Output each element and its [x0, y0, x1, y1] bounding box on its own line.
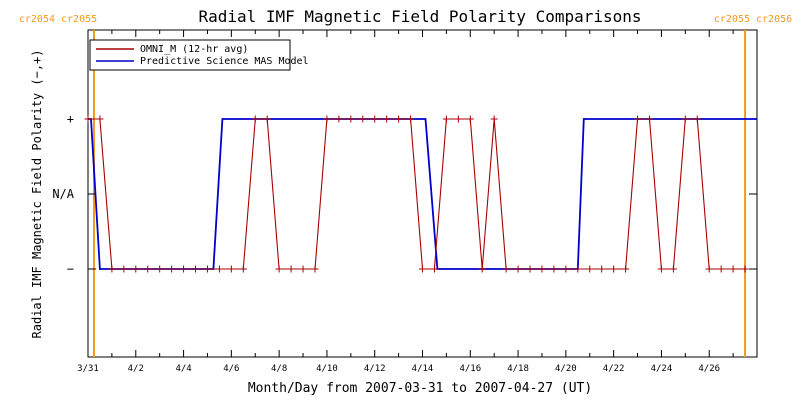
x-tick-label: 4/26 — [698, 364, 720, 374]
omni-data-point — [574, 265, 582, 273]
mas-series — [88, 118, 757, 270]
x-tick-label: 3/31 — [77, 364, 99, 374]
chart-title: Radial IMF Magnetic Field Polarity Compa… — [198, 7, 641, 26]
x-tick-label: 4/14 — [412, 364, 434, 374]
omni-data-point — [550, 265, 558, 273]
omni-data-point — [108, 265, 116, 273]
omni-line — [88, 118, 746, 270]
omni-data-point — [359, 115, 367, 123]
omni-data-point — [562, 265, 570, 273]
omni-data-point — [490, 115, 498, 123]
x-tick-label: 4/8 — [271, 364, 287, 374]
omni-data-point — [526, 265, 534, 273]
omni-data-point — [419, 265, 426, 273]
omni-data-point — [681, 115, 689, 123]
omni-data-point — [96, 115, 104, 123]
omni-data-point — [741, 265, 749, 273]
omni-data-point — [132, 265, 140, 273]
y-tick-label: N/A — [52, 187, 74, 201]
cr-label-left: cr2054 cr2055 — [19, 14, 97, 25]
omni-data-point — [729, 265, 737, 273]
omni-data-point — [215, 265, 223, 273]
omni-data-point — [311, 265, 319, 273]
omni-data-point — [203, 265, 211, 273]
y-axis-label: Radial IMF Magnetic Field Polarity (−,+) — [30, 50, 44, 339]
y-tick-label: + — [67, 112, 74, 126]
omni-data-point — [538, 265, 546, 273]
x-axis: 3/31 4/2 4/4 4/6 4/8 4/10 4/12 4/14 4/16 4/18 4/20… — [77, 30, 758, 374]
x-axis-label: Month/Day from 2007-03-31 to 2007-04-27 … — [248, 381, 592, 396]
omni-data-point — [598, 265, 606, 273]
x-tick-label: 4/22 — [603, 364, 625, 374]
omni-data-point — [657, 265, 665, 273]
omni-data-point — [645, 115, 653, 123]
omni-data-point — [514, 265, 522, 273]
omni-data-point — [120, 265, 128, 273]
omni-data-point — [251, 115, 259, 123]
omni-data-point — [693, 115, 701, 123]
omni-data-point — [395, 115, 403, 123]
omni-data-point — [383, 115, 391, 123]
omni-data-point — [275, 265, 283, 273]
x-tick-label: 4/4 — [175, 364, 191, 374]
plot-frame — [87, 29, 758, 358]
omni-data-point — [287, 265, 295, 273]
omni-data-point — [586, 265, 594, 273]
omni-data-point — [192, 265, 200, 273]
omni-data-point — [263, 115, 271, 123]
x-tick-label: 4/6 — [223, 364, 239, 374]
omni-data-point — [371, 115, 379, 123]
omni-data-point — [168, 265, 176, 273]
omni-data-point — [430, 265, 438, 273]
x-tick-label: 4/16 — [459, 364, 481, 374]
cr-label-right: cr2055 cr2056 — [714, 14, 792, 25]
x-tick-label: 4/24 — [651, 364, 673, 374]
x-tick-label: 4/2 — [128, 364, 144, 374]
omni-data-point — [84, 115, 92, 123]
omni-data-point — [622, 265, 630, 273]
y-tick-label: − — [67, 262, 74, 276]
x-tick-label: 4/18 — [507, 364, 529, 374]
legend-box — [89, 39, 291, 71]
omni-data-point — [239, 265, 247, 273]
omni-series — [84, 115, 749, 273]
omni-data-point — [156, 265, 164, 273]
x-tick-label: 4/10 — [316, 364, 338, 374]
omni-data-point — [705, 265, 713, 273]
mas-line — [88, 118, 757, 270]
omni-data-point — [299, 265, 307, 273]
omni-data-point — [335, 115, 343, 123]
omni-data-point — [478, 265, 486, 273]
legend-omni-label: OMNI_M (12-hr avg) — [140, 44, 248, 55]
omni-data-point — [180, 265, 188, 273]
legend: OMNI_M (12-hr avg) Predictive Science MA… — [89, 39, 309, 71]
omni-data-point — [323, 115, 331, 123]
omni-data-point — [442, 115, 450, 123]
omni-data-point — [144, 265, 152, 273]
omni-data-point — [227, 265, 235, 273]
x-tick-label: 4/12 — [364, 364, 386, 374]
legend-mas-label: Predictive Science MAS Model — [140, 56, 309, 67]
omni-data-point — [454, 115, 462, 123]
omni-data-point — [466, 115, 474, 123]
omni-data-point — [347, 115, 355, 123]
omni-data-point — [669, 265, 677, 273]
omni-data-point — [717, 265, 725, 273]
omni-data-point — [610, 265, 618, 273]
omni-data-point — [634, 115, 642, 123]
x-tick-label: 4/20 — [555, 364, 577, 374]
omni-data-point — [407, 115, 415, 123]
omni-data-point — [502, 265, 510, 273]
